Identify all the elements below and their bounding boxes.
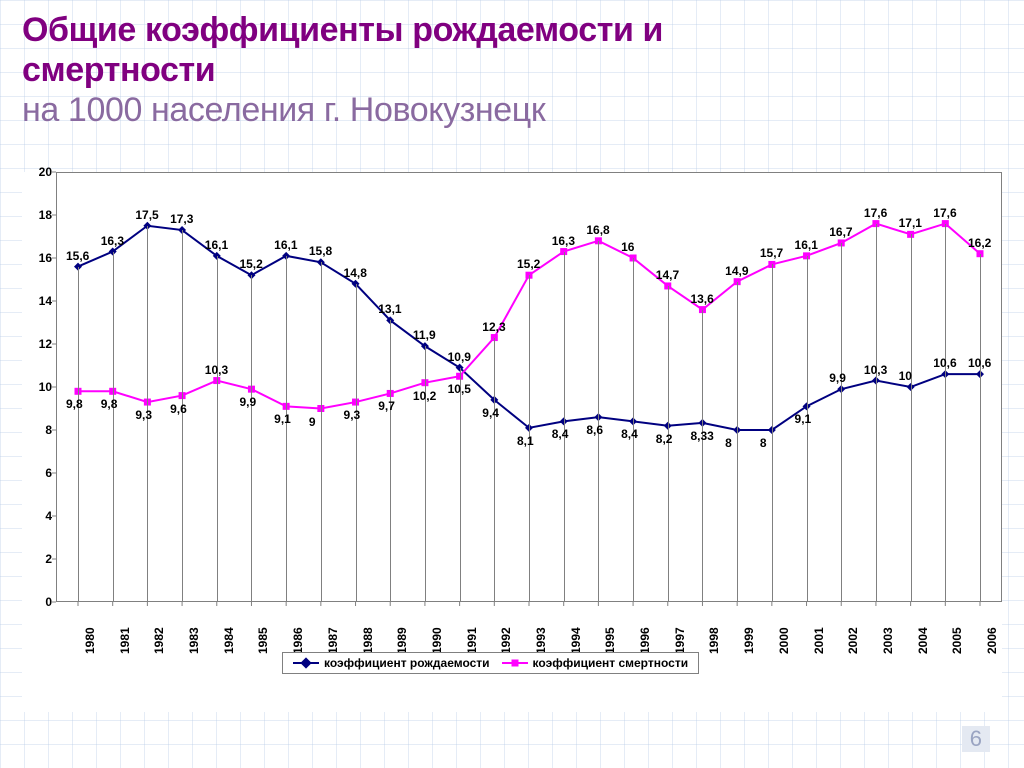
title-bold-word: смертности	[22, 51, 215, 89]
x-axis-tick: 2004	[916, 627, 930, 654]
drop-line	[598, 241, 599, 602]
x-axis-tick: 1987	[326, 627, 340, 654]
y-axis-tick: 2	[26, 552, 52, 566]
x-axis-tick: 1983	[187, 627, 201, 654]
x-axis-tick: 1995	[603, 627, 617, 654]
drop-line	[980, 254, 981, 602]
x-axis-tick: 1980	[83, 627, 97, 654]
y-axis-tick: 4	[26, 509, 52, 523]
drop-line	[182, 230, 183, 602]
slide-header: Общие коэффициенты рождаемости и смертно…	[22, 10, 1002, 130]
y-axis-tick: 10	[26, 380, 52, 394]
drop-line	[251, 275, 252, 602]
x-axis-tick: 1991	[465, 627, 479, 654]
drop-line	[702, 310, 703, 602]
x-axis-tick: 1990	[430, 627, 444, 654]
y-axis-tick: 16	[26, 251, 52, 265]
y-axis-tick: 8	[26, 423, 52, 437]
drop-line	[945, 224, 946, 602]
drop-line	[911, 234, 912, 602]
drop-line	[876, 224, 877, 602]
legend-label-birth: коэффициент рождаемости	[324, 656, 490, 670]
drop-line	[460, 368, 461, 602]
drop-line	[390, 320, 391, 602]
y-axis-tick: 6	[26, 466, 52, 480]
drop-line	[529, 275, 530, 602]
title-line-1: Общие коэффициенты рождаемости и	[22, 10, 1002, 50]
x-axis-tick: 1997	[673, 627, 687, 654]
line-chart: 0246810121416182019801981198219831984198…	[22, 172, 1002, 712]
x-axis-tick: 1988	[361, 627, 375, 654]
slide-number: 6	[962, 726, 990, 752]
x-axis-tick: 1986	[291, 627, 305, 654]
chart-svg	[22, 172, 1002, 602]
diamond-marker-icon	[300, 657, 311, 668]
x-axis-tick: 2006	[985, 627, 999, 654]
x-axis-tick: 2003	[881, 627, 895, 654]
x-axis-tick: 1992	[499, 627, 513, 654]
x-axis-tick: 1981	[118, 627, 132, 654]
x-axis-tick: 1982	[152, 627, 166, 654]
x-axis-tick: 2005	[950, 627, 964, 654]
drop-line	[425, 346, 426, 602]
legend-item-death: коэффициент смертности	[502, 656, 689, 670]
drop-line	[321, 262, 322, 602]
y-axis-tick: 18	[26, 208, 52, 222]
drop-line	[147, 226, 148, 602]
x-axis-tick: 2000	[777, 627, 791, 654]
drop-line	[772, 264, 773, 602]
x-axis-tick: 1985	[256, 627, 270, 654]
y-axis-tick: 20	[26, 165, 52, 179]
x-axis-tick: 1996	[638, 627, 652, 654]
drop-line	[564, 252, 565, 602]
legend-line-icon	[502, 662, 528, 664]
drop-line	[841, 243, 842, 602]
x-axis-tick: 2001	[812, 627, 826, 654]
x-axis-tick: 1994	[569, 627, 583, 654]
drop-line	[737, 282, 738, 602]
x-axis-tick: 1999	[742, 627, 756, 654]
y-axis-tick: 12	[26, 337, 52, 351]
x-axis-tick: 2002	[846, 627, 860, 654]
drop-line	[668, 286, 669, 602]
drop-line	[807, 256, 808, 602]
chart-legend: коэффициент рождаемости коэффициент смер…	[282, 652, 699, 674]
legend-item-birth: коэффициент рождаемости	[293, 656, 490, 670]
drop-line	[286, 256, 287, 602]
drop-line	[217, 256, 218, 602]
y-axis-tick: 14	[26, 294, 52, 308]
x-axis-tick: 1998	[707, 627, 721, 654]
legend-line-icon	[293, 662, 319, 664]
legend-label-death: коэффициент смертности	[533, 656, 689, 670]
y-axis-tick: 0	[26, 595, 52, 609]
square-marker-icon	[511, 660, 518, 667]
x-axis-tick: 1989	[395, 627, 409, 654]
drop-line	[356, 284, 357, 602]
subtitle: на 1000 населения г. Новокузнецк	[22, 90, 1002, 130]
x-axis-tick: 1984	[222, 627, 236, 654]
drop-line	[113, 252, 114, 602]
title-line-2: смертности	[22, 50, 1002, 90]
x-axis-tick: 1993	[534, 627, 548, 654]
drop-line	[633, 258, 634, 602]
drop-line	[494, 338, 495, 602]
drop-line	[78, 267, 79, 602]
